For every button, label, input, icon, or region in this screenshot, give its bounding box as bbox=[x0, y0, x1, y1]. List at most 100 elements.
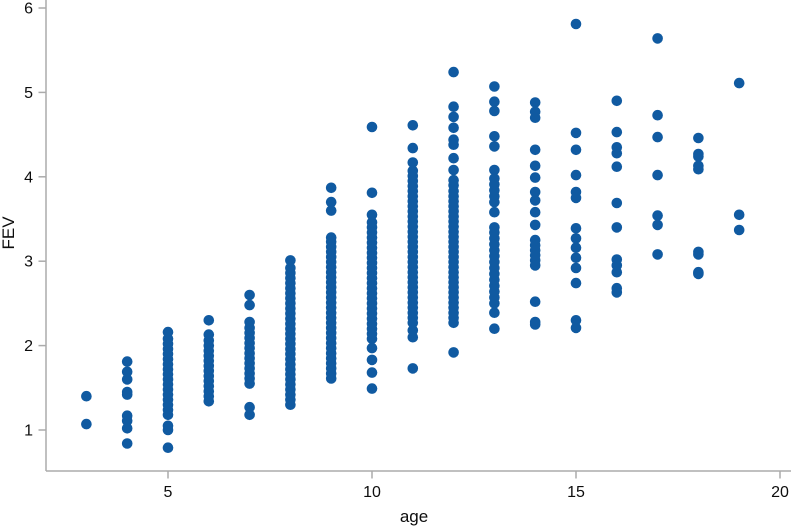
data-point bbox=[611, 254, 623, 265]
y-tick-label: 1 bbox=[24, 423, 33, 440]
data-point bbox=[448, 174, 459, 186]
data-point bbox=[529, 195, 541, 206]
data-point bbox=[693, 160, 704, 172]
data-point bbox=[448, 134, 459, 145]
y-tick-label: 6 bbox=[24, 1, 33, 18]
data-point bbox=[407, 363, 419, 374]
data-point bbox=[611, 95, 623, 107]
data-point bbox=[121, 410, 133, 422]
data-point bbox=[570, 262, 582, 274]
data-point bbox=[448, 66, 459, 78]
data-point bbox=[489, 131, 500, 142]
y-tick-group: 1 2 3 4 5 6 bbox=[24, 1, 46, 440]
data-point bbox=[570, 127, 582, 139]
data-point bbox=[570, 277, 582, 289]
data-point bbox=[325, 196, 337, 208]
data-point bbox=[121, 366, 133, 378]
data-point bbox=[489, 105, 500, 117]
data-point bbox=[570, 169, 582, 181]
data-point bbox=[407, 165, 419, 177]
data-point bbox=[81, 390, 92, 402]
data-point bbox=[121, 374, 133, 385]
data-point bbox=[407, 142, 419, 154]
x-tick-label: 20 bbox=[771, 484, 789, 501]
data-point bbox=[652, 131, 663, 143]
data-point bbox=[570, 322, 582, 334]
data-point bbox=[162, 442, 174, 454]
data-point bbox=[570, 223, 582, 234]
data-point bbox=[203, 329, 215, 340]
data-point bbox=[693, 266, 704, 278]
data-point bbox=[285, 262, 296, 274]
data-point bbox=[652, 219, 663, 231]
data-point bbox=[448, 122, 459, 134]
data-point bbox=[366, 342, 378, 354]
data-point bbox=[570, 18, 582, 30]
data-point bbox=[366, 367, 378, 378]
data-point bbox=[529, 234, 541, 246]
data-point bbox=[529, 219, 541, 231]
data-point bbox=[448, 111, 459, 123]
data-point bbox=[366, 217, 378, 228]
data-point bbox=[489, 307, 500, 319]
y-tick-label: 5 bbox=[24, 85, 33, 102]
data-point bbox=[285, 255, 296, 266]
data-point bbox=[693, 132, 704, 144]
data-point bbox=[529, 172, 541, 183]
y-tick-label: 4 bbox=[24, 169, 33, 186]
data-point bbox=[693, 148, 704, 160]
data-point bbox=[693, 246, 704, 258]
data-point bbox=[733, 77, 745, 89]
data-point bbox=[529, 106, 541, 118]
data-point bbox=[529, 186, 541, 198]
data-point bbox=[121, 423, 133, 434]
data-point bbox=[570, 144, 582, 156]
data-point bbox=[244, 299, 255, 311]
data-point bbox=[366, 383, 378, 394]
data-point bbox=[570, 252, 582, 264]
data-point bbox=[570, 233, 582, 244]
data-point bbox=[652, 210, 663, 221]
data-point bbox=[203, 315, 215, 326]
data-point bbox=[529, 296, 541, 308]
data-point bbox=[121, 386, 133, 398]
data-point bbox=[244, 409, 255, 421]
data-point bbox=[407, 120, 419, 131]
data-point bbox=[529, 97, 541, 108]
data-point bbox=[407, 325, 419, 336]
data-point bbox=[325, 232, 337, 243]
data-point bbox=[489, 323, 500, 335]
data-point bbox=[81, 418, 92, 430]
data-point bbox=[121, 356, 133, 367]
data-point bbox=[448, 164, 459, 176]
x-tick-label: 15 bbox=[567, 484, 585, 501]
data-point bbox=[244, 316, 255, 328]
data-point bbox=[121, 438, 133, 449]
x-axis-title: age bbox=[400, 507, 428, 526]
y-tick-label: 3 bbox=[24, 254, 33, 271]
data-point bbox=[529, 316, 541, 328]
data-point bbox=[733, 209, 745, 221]
data-point bbox=[570, 186, 582, 198]
data-point bbox=[652, 249, 663, 260]
data-point bbox=[366, 209, 378, 221]
data-point bbox=[244, 289, 255, 301]
x-tick-label: 5 bbox=[164, 484, 173, 501]
x-tick-label: 10 bbox=[363, 484, 381, 501]
data-point bbox=[489, 173, 500, 184]
x-axis: 5 10 15 20 age bbox=[46, 470, 791, 526]
data-point bbox=[489, 141, 500, 152]
data-point bbox=[448, 347, 459, 358]
data-point bbox=[570, 315, 582, 326]
data-point bbox=[325, 205, 337, 216]
data-point bbox=[366, 354, 378, 366]
data-point bbox=[529, 206, 541, 218]
data-point bbox=[489, 222, 500, 233]
data-point bbox=[611, 161, 623, 172]
data-point bbox=[162, 326, 174, 338]
data-point bbox=[325, 182, 337, 194]
data-point bbox=[611, 222, 623, 233]
data-point bbox=[733, 224, 745, 236]
